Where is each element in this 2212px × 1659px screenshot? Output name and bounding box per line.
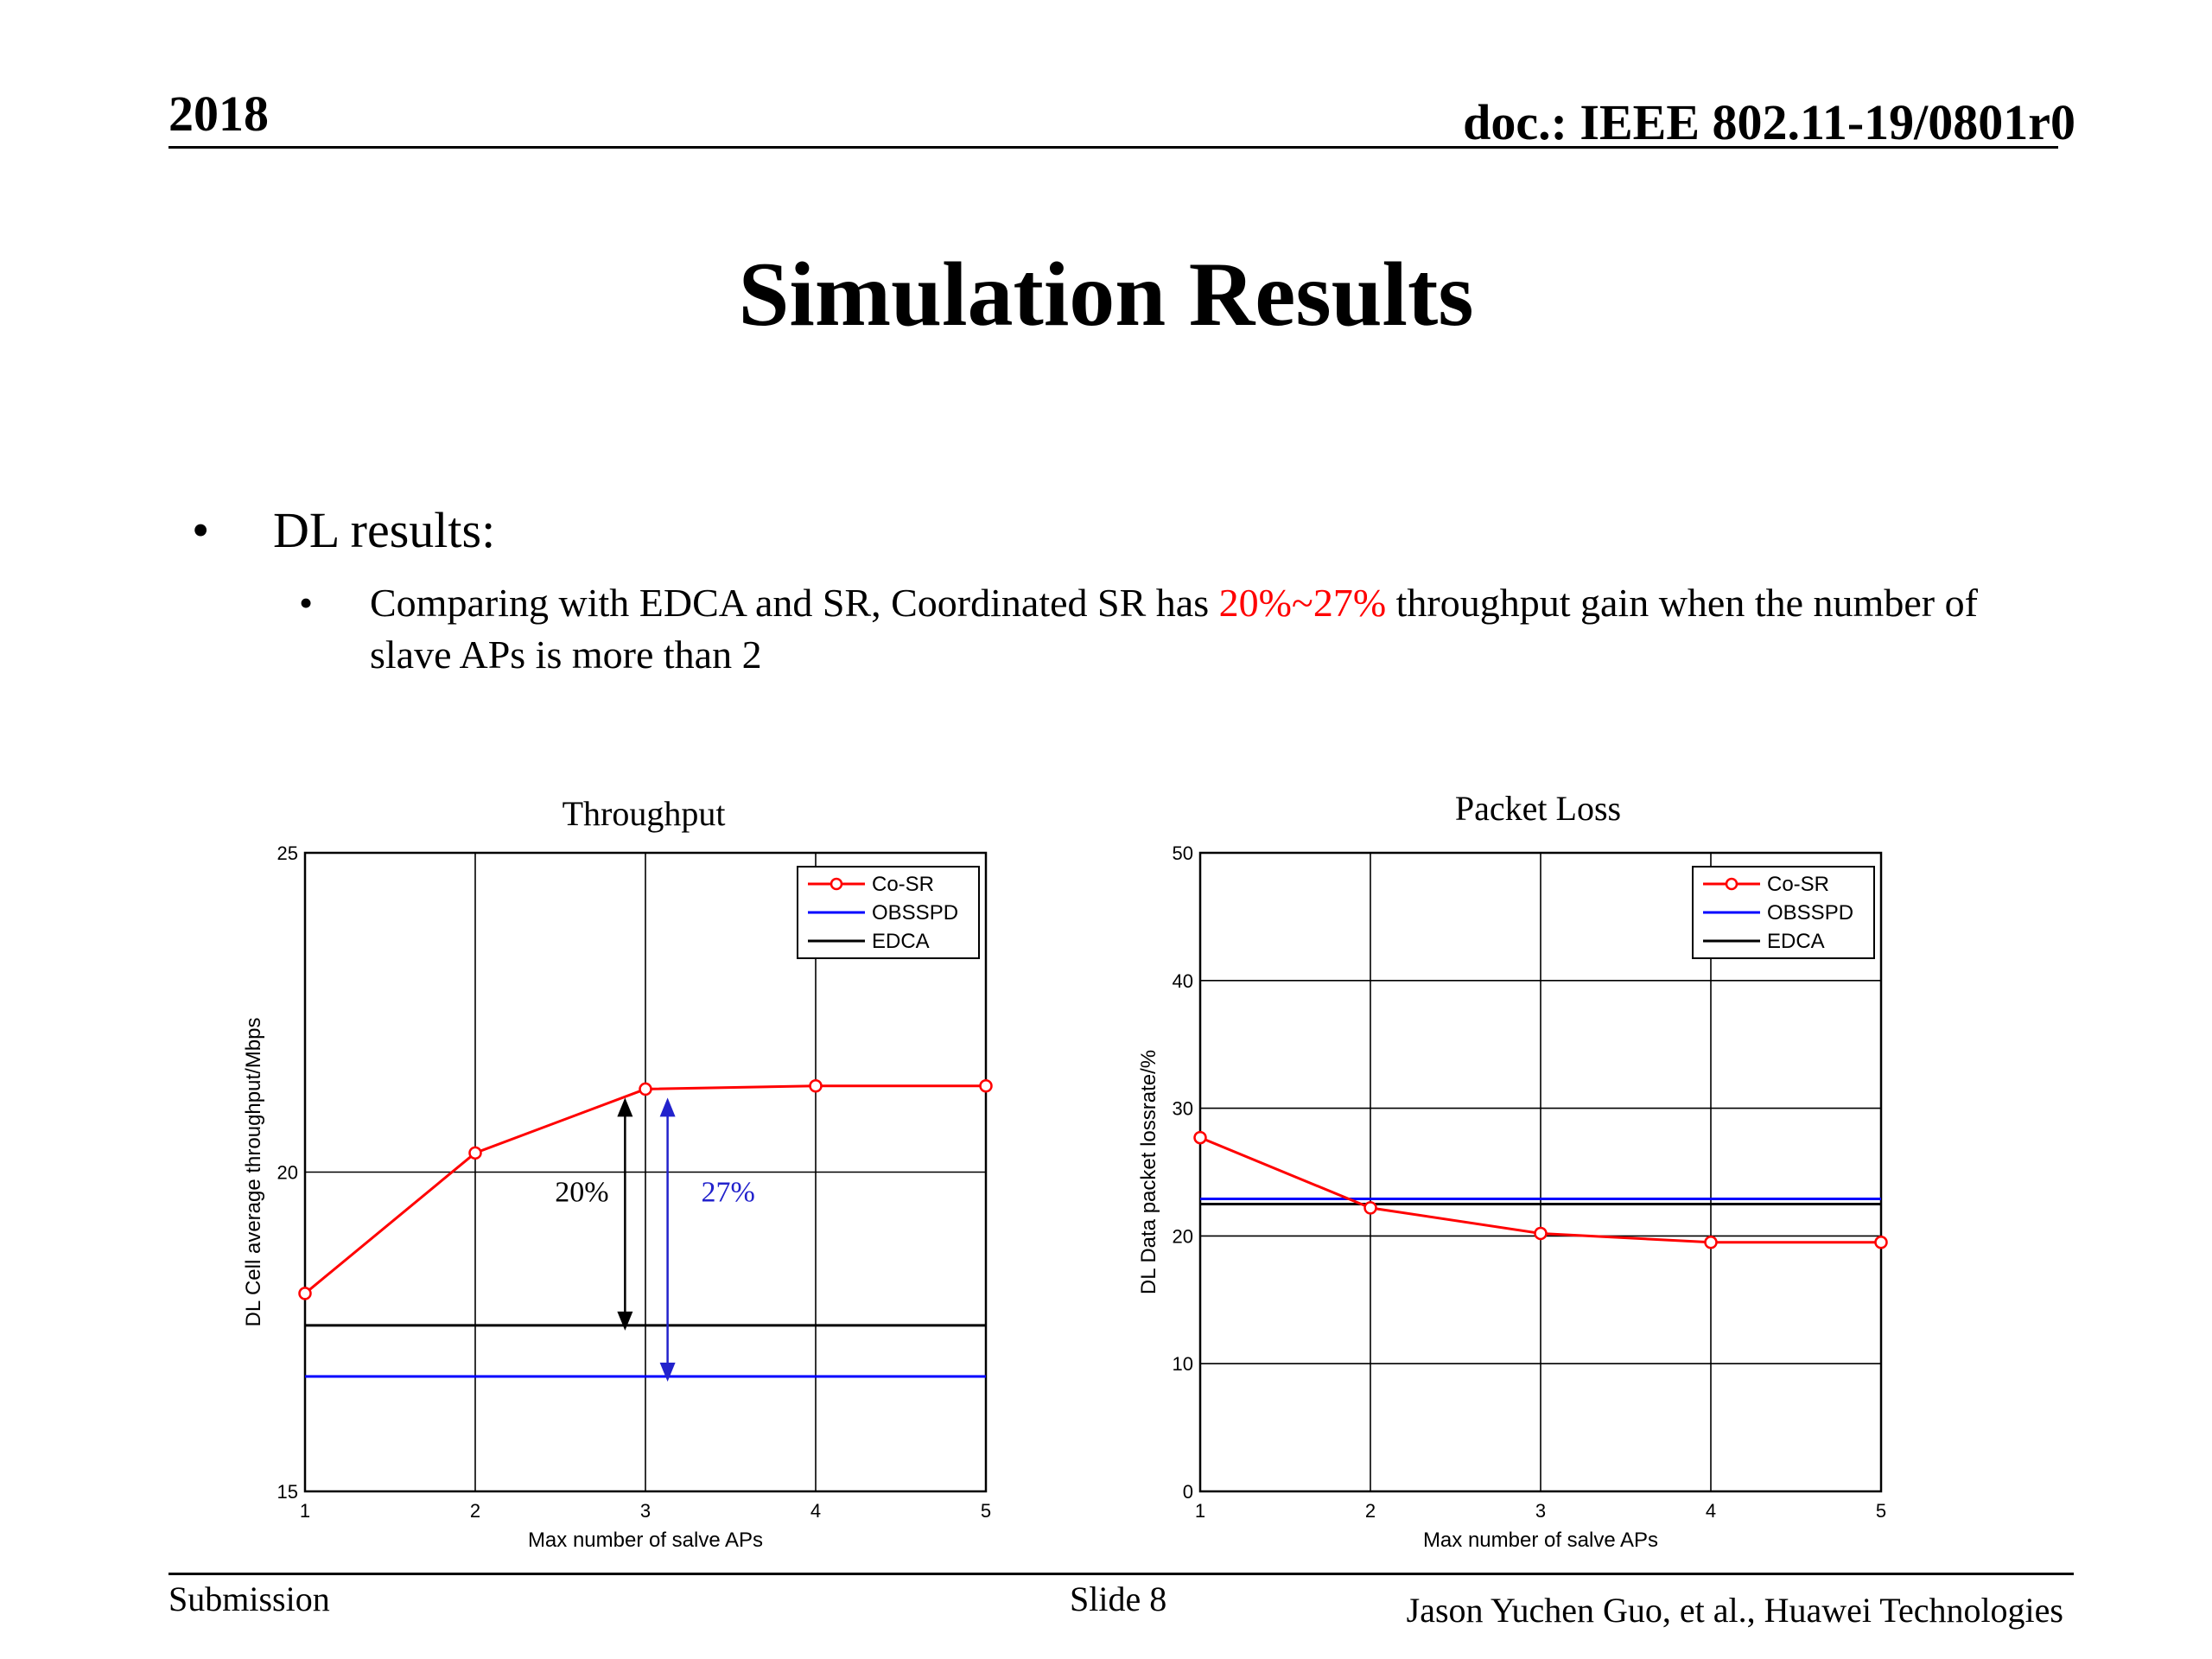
plot-frame	[1198, 851, 1883, 1493]
data-point-co-sr	[639, 1082, 652, 1096]
legend-label: EDCA	[872, 930, 930, 953]
bullet-text-pre: Comparing with EDCA and SR, Coordinated …	[370, 581, 1219, 625]
bullet-text: Comparing with EDCA and SR, Coordinated …	[370, 577, 2012, 681]
legend-label: Co-SR	[872, 873, 934, 896]
x-tick-label: 3	[1535, 1500, 1546, 1522]
y-tick-label: 50	[1173, 842, 1193, 864]
x-tick-label: 3	[640, 1500, 651, 1522]
x-tick-label: 2	[470, 1500, 480, 1522]
legend-label: OBSSPD	[872, 901, 958, 925]
data-point-co-sr	[1704, 1236, 1718, 1249]
packet-loss-chart-title: Packet Loss	[1454, 789, 1622, 828]
x-tick-label: 2	[1365, 1500, 1376, 1522]
x-tick-label: 4	[810, 1500, 821, 1522]
data-point-co-sr	[1363, 1201, 1377, 1215]
y-axis-label: DL Cell average throughput/Mbps	[242, 1018, 265, 1327]
footer-authors: Jason Yuchen Guo, et al., Huawei Technol…	[1406, 1591, 2063, 1630]
footer-slide-number: Slide 8	[1070, 1580, 1167, 1618]
slide-title: Simulation Results	[738, 244, 1474, 345]
y-tick-label: 25	[277, 842, 298, 864]
legend-marker	[830, 877, 843, 891]
data-point-co-sr	[468, 1146, 482, 1160]
footer-divider	[168, 1573, 2074, 1575]
legend-label: Co-SR	[1767, 873, 1829, 896]
y-tick-label: 40	[1173, 970, 1193, 992]
y-tick-label: 20	[1173, 1225, 1193, 1247]
x-tick-label: 4	[1706, 1500, 1716, 1522]
x-tick-label: 5	[1876, 1500, 1886, 1522]
bullet-text: DL results:	[273, 502, 496, 558]
y-axis-label: DL Data packet lossrate/%	[1137, 1050, 1160, 1294]
header-divider	[168, 146, 2058, 149]
data-point-co-sr	[298, 1287, 312, 1300]
bullet-marker: •	[192, 502, 210, 558]
x-tick-label: 1	[1195, 1500, 1205, 1522]
x-axis-label: Max number of salve APs	[1423, 1529, 1658, 1552]
x-axis-label: Max number of salve APs	[528, 1529, 763, 1552]
legend-label: EDCA	[1767, 930, 1825, 953]
x-tick-label: 5	[981, 1500, 991, 1522]
y-tick-label: 0	[1183, 1481, 1193, 1503]
y-tick-label: 15	[277, 1481, 298, 1503]
annotation-arrow-head-up	[617, 1097, 633, 1117]
bullet-marker: •	[299, 581, 314, 625]
data-point-co-sr	[1534, 1226, 1548, 1241]
data-point-co-sr	[1193, 1130, 1207, 1145]
y-tick-label: 10	[1173, 1353, 1193, 1375]
y-tick-label: 20	[277, 1162, 298, 1184]
x-tick-label: 1	[300, 1500, 310, 1522]
annotation-arrow-head-down	[617, 1311, 633, 1331]
annotation-arrow-head-down	[659, 1362, 676, 1382]
bullet-highlight: 20%~27%	[1218, 581, 1387, 625]
annotation-label: 20%	[555, 1177, 608, 1209]
throughput-chart-title: Throughput	[562, 794, 726, 833]
plot-frame	[303, 851, 988, 1493]
header-year: 2018	[168, 86, 269, 142]
data-point-co-sr	[809, 1078, 823, 1093]
legend-label: OBSSPD	[1767, 901, 1853, 925]
annotation-arrow-head-up	[659, 1097, 676, 1117]
footer-submission: Submission	[168, 1580, 330, 1618]
bullet-text-post: throughput gain when the number of slave…	[370, 581, 1978, 677]
legend-marker	[1725, 877, 1738, 891]
annotation-label: 27%	[701, 1177, 754, 1209]
data-point-co-sr	[979, 1078, 993, 1093]
header-doc-id: doc.: IEEE 802.11-19/0801r0	[1463, 94, 2075, 150]
y-tick-label: 30	[1173, 1098, 1193, 1120]
data-point-co-sr	[1874, 1236, 1888, 1249]
